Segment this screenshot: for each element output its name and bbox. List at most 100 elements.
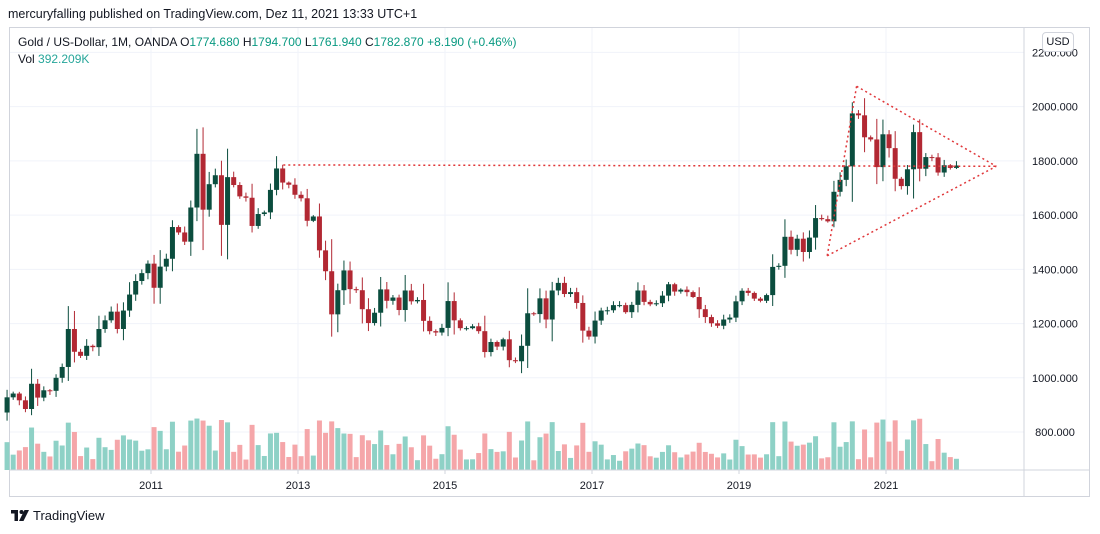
volume-bar xyxy=(59,445,65,470)
candle-body xyxy=(574,292,580,303)
legend-low: 1761.940 xyxy=(311,35,362,49)
tradingview-brand[interactable]: TradingView xyxy=(10,508,105,523)
candle-body xyxy=(139,273,145,281)
volume-bar xyxy=(745,454,751,470)
legend-high: 1794.700 xyxy=(251,35,302,49)
candle-body xyxy=(365,309,371,324)
candle-body xyxy=(947,165,953,168)
candle-body xyxy=(41,390,47,398)
volume-bar xyxy=(647,456,653,470)
candle-body xyxy=(935,157,941,173)
volume-bar xyxy=(678,457,684,470)
candle-body xyxy=(427,320,433,332)
volume-bar xyxy=(911,420,917,470)
candle-body xyxy=(794,238,800,250)
volume-bar xyxy=(831,422,837,470)
candle-body xyxy=(849,113,855,167)
volume-bar xyxy=(598,444,604,470)
candle-body xyxy=(59,366,65,378)
volume-bar xyxy=(427,445,433,470)
legend-symbol: Gold / US-Dollar, 1M, OANDA xyxy=(18,35,177,49)
volume-bar xyxy=(531,460,537,470)
candle-body xyxy=(880,134,886,168)
volume-bar xyxy=(941,452,947,470)
volume-bar xyxy=(231,451,237,470)
candle-body xyxy=(892,148,898,179)
candle-body xyxy=(598,310,604,321)
candle-body xyxy=(402,290,408,311)
volume-bar xyxy=(323,432,329,470)
volume-bar xyxy=(935,439,941,470)
volume-bar xyxy=(880,419,886,470)
volume-bar xyxy=(702,451,708,470)
volume-bar xyxy=(727,459,733,470)
volume-bar xyxy=(610,455,616,470)
volume-bar xyxy=(347,433,353,470)
currency-badge[interactable]: USD xyxy=(1042,32,1074,52)
legend-high-label: H xyxy=(242,35,252,49)
candle-body xyxy=(917,132,923,169)
candle-body xyxy=(267,189,273,213)
volume-bar xyxy=(739,446,745,470)
time-tick-label: 2019 xyxy=(727,480,751,492)
candle-body xyxy=(470,326,476,329)
candle-body xyxy=(463,328,469,330)
candle-body xyxy=(506,339,512,361)
volume-bar xyxy=(555,450,561,470)
legend-change: +8.190 (+0.46%) xyxy=(427,35,517,49)
volume-bar xyxy=(849,421,855,470)
candle-body xyxy=(904,169,910,187)
price-tick-label: 1000.000 xyxy=(1032,373,1078,385)
candle-body xyxy=(384,289,390,301)
volume-bar xyxy=(341,433,347,470)
volume-bar xyxy=(617,460,623,470)
candle-body xyxy=(310,216,316,221)
volume-bar xyxy=(666,445,672,470)
volume-bar xyxy=(163,449,169,470)
volume-bar xyxy=(813,436,819,470)
candle-body xyxy=(641,290,647,302)
volume-bar xyxy=(592,441,598,470)
volume-bar xyxy=(71,431,77,470)
volume-bar xyxy=(757,457,763,470)
volume-bar xyxy=(672,452,678,470)
candle-body xyxy=(206,184,212,210)
candle-body xyxy=(953,165,959,168)
candle-body xyxy=(855,113,861,116)
volume-bar xyxy=(561,444,567,470)
candle-body xyxy=(329,271,335,315)
volume-bar xyxy=(108,449,114,470)
candle-body xyxy=(163,258,169,267)
candle-body xyxy=(188,207,194,242)
candle-body xyxy=(647,301,653,305)
volume-bar xyxy=(206,425,212,470)
volume-bar xyxy=(212,450,218,470)
candle-body xyxy=(176,227,182,233)
candle-body xyxy=(806,237,812,252)
volume-bar xyxy=(218,420,224,470)
candle-body xyxy=(225,177,231,225)
volume-bar xyxy=(549,422,555,470)
candle-body xyxy=(96,328,102,348)
volume-bar xyxy=(316,420,322,470)
volume-bar xyxy=(390,454,396,470)
candle-body xyxy=(151,263,157,288)
candle-body xyxy=(696,296,702,310)
candle-body xyxy=(684,289,690,293)
volume-bar xyxy=(457,449,463,470)
candle-body xyxy=(782,236,788,266)
volume-bar xyxy=(721,453,727,470)
candle-body xyxy=(298,194,304,199)
candle-body xyxy=(635,290,641,305)
volume-bar xyxy=(923,444,929,470)
candle-body xyxy=(261,212,267,215)
candle-body xyxy=(555,282,561,291)
volume-bar xyxy=(488,449,494,470)
candle-body xyxy=(929,157,935,159)
candle-body xyxy=(653,303,659,305)
candle-body xyxy=(335,290,341,315)
volume-bar xyxy=(929,461,935,470)
price-tick-label: 2000.000 xyxy=(1032,102,1078,114)
candle-body xyxy=(592,320,598,337)
